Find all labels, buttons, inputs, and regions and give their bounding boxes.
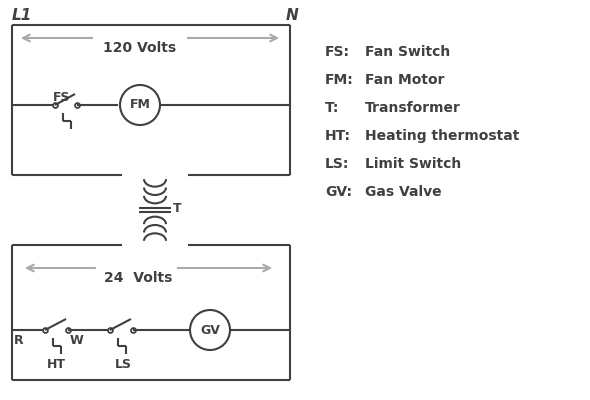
Text: GV: GV — [200, 324, 220, 336]
Text: L1: L1 — [12, 8, 32, 23]
Text: GV:: GV: — [325, 185, 352, 199]
Text: FM:: FM: — [325, 73, 354, 87]
Text: W: W — [70, 334, 84, 347]
Text: FM: FM — [130, 98, 150, 112]
Text: T:: T: — [325, 101, 339, 115]
Text: HT:: HT: — [325, 129, 351, 143]
Text: Gas Valve: Gas Valve — [365, 185, 442, 199]
Text: HT: HT — [47, 358, 66, 371]
Text: N: N — [286, 8, 299, 23]
Text: 120 Volts: 120 Volts — [103, 41, 176, 55]
Text: 24  Volts: 24 Volts — [104, 271, 172, 285]
Text: Heating thermostat: Heating thermostat — [365, 129, 519, 143]
Text: Fan Motor: Fan Motor — [365, 73, 444, 87]
Text: LS:: LS: — [325, 157, 349, 171]
Text: R: R — [14, 334, 24, 347]
Text: FS: FS — [53, 91, 70, 104]
Text: T: T — [173, 202, 182, 214]
Text: Transformer: Transformer — [365, 101, 461, 115]
Text: FS:: FS: — [325, 45, 350, 59]
Text: Fan Switch: Fan Switch — [365, 45, 450, 59]
Text: LS: LS — [115, 358, 132, 371]
Text: Limit Switch: Limit Switch — [365, 157, 461, 171]
